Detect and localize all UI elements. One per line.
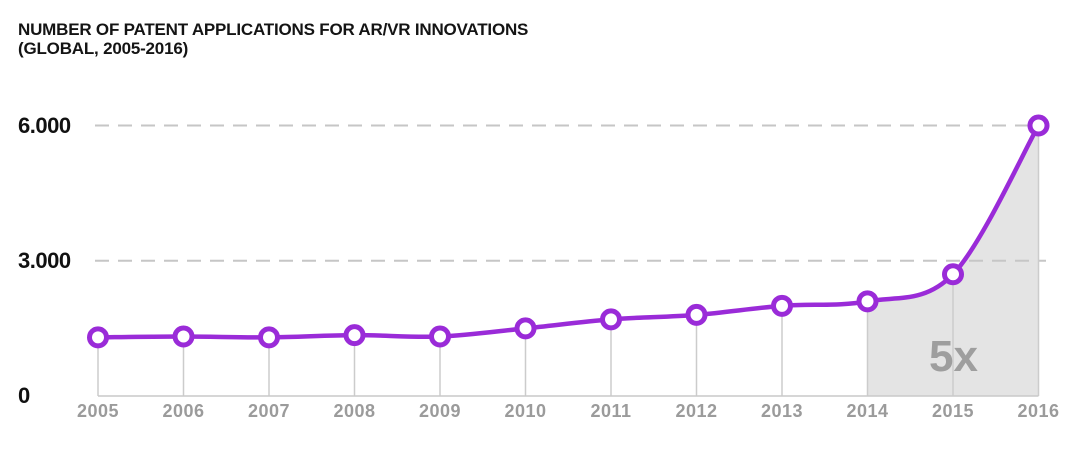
x-tick-label-2016: 2016 bbox=[1017, 401, 1060, 421]
data-point-2005 bbox=[87, 326, 109, 349]
data-point-2011 bbox=[600, 308, 622, 331]
data-point-2014 bbox=[856, 290, 879, 313]
markers-group bbox=[87, 114, 1050, 349]
data-point-2006 bbox=[172, 325, 195, 348]
x-tick-label-2012: 2012 bbox=[675, 401, 718, 421]
droplines-group bbox=[97, 125, 1040, 396]
chart-title: NUMBER OF PATENT APPLICATIONS FOR AR/VR … bbox=[18, 20, 529, 39]
data-point-2008 bbox=[343, 324, 366, 347]
x-tick-label-2009: 2009 bbox=[418, 401, 462, 421]
x-tick-label-2005: 2005 bbox=[76, 401, 120, 421]
data-point-2009 bbox=[429, 325, 451, 348]
y-tick-label-3.000: 3.000 bbox=[18, 247, 71, 273]
x-tick-label-2007: 2007 bbox=[247, 401, 291, 421]
y-tick-label-0: 0 bbox=[18, 383, 30, 408]
chart-subtitle: (GLOBAL, 2005-2016) bbox=[18, 39, 189, 58]
data-point-2015 bbox=[942, 263, 964, 286]
data-point-2013 bbox=[771, 294, 793, 317]
growth-annotation: 5x bbox=[929, 332, 978, 381]
data-point-2007 bbox=[258, 326, 280, 349]
shaded-area bbox=[867, 125, 1039, 396]
shaded-area-group bbox=[867, 125, 1039, 396]
gridlines-group bbox=[95, 124, 1046, 262]
x-tick-label-2010: 2010 bbox=[504, 401, 547, 421]
data-point-2010 bbox=[514, 317, 537, 340]
x-tick-label-2013: 2013 bbox=[760, 401, 804, 421]
x-tick-label-2014: 2014 bbox=[846, 401, 889, 421]
x-tick-label-2008: 2008 bbox=[333, 401, 376, 421]
x-tick-label-2006: 2006 bbox=[162, 401, 205, 421]
data-point-2016 bbox=[1027, 114, 1050, 137]
x-tick-label-2011: 2011 bbox=[590, 401, 632, 421]
y-tick-label-6.000: 6.000 bbox=[18, 112, 71, 138]
data-point-2012 bbox=[685, 303, 708, 326]
x-tick-label-2015: 2015 bbox=[931, 401, 975, 421]
